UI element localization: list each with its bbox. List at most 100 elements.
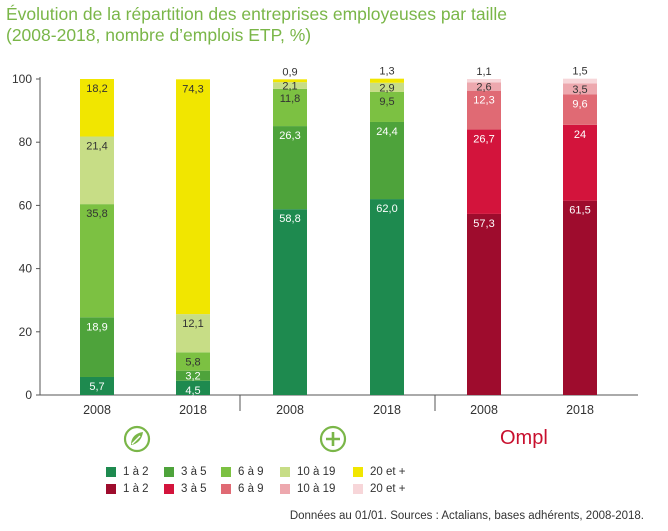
legend-item-red: 3 à 5	[164, 483, 207, 495]
data-label: 9,6	[572, 98, 587, 110]
bar-segment	[273, 79, 307, 83]
legend-item-red: 1 à 2	[106, 483, 149, 495]
bar-segment	[176, 370, 210, 381]
data-label: 3,5	[572, 84, 587, 96]
y-tick-label: 20	[19, 325, 33, 339]
legend-label: 10 à 19	[297, 466, 336, 478]
bar-segment	[467, 90, 501, 130]
chart-title: Évolution de la répartition des entrepri…	[6, 4, 656, 46]
data-label: 18,2	[86, 83, 107, 95]
y-tick-label: 60	[19, 198, 33, 212]
y-tick-label: 40	[19, 262, 33, 276]
data-label: 62,0	[376, 203, 397, 215]
legend-item-green: 6 à 9	[221, 466, 264, 478]
legend-label: 6 à 9	[238, 483, 264, 495]
bar-segment	[80, 317, 114, 377]
legend-label: 6 à 9	[238, 466, 264, 478]
legend-item-green: 10 à 19	[280, 466, 335, 478]
ompl-logo: Ompl	[500, 427, 548, 449]
data-label: 3,2	[185, 371, 200, 383]
legend-label: 3 à 5	[181, 483, 207, 495]
legend-item-green: 1 à 2	[106, 466, 149, 478]
bar-segment	[563, 200, 597, 395]
legend-swatch	[221, 467, 231, 477]
bar-segment	[370, 91, 404, 122]
legend-label: 1 à 2	[123, 483, 149, 495]
bar-segment	[370, 121, 404, 200]
legend-item-red: 10 à 19	[280, 483, 335, 495]
bar-segment	[563, 124, 597, 201]
data-label: 1,1	[476, 66, 491, 78]
legend-swatch	[164, 484, 174, 494]
data-label: 12,1	[182, 318, 203, 330]
data-label: 11,8	[280, 93, 301, 105]
legend-label: 3 à 5	[181, 466, 207, 478]
data-label: 1,3	[379, 66, 394, 78]
legend-item-red: 6 à 9	[221, 483, 264, 495]
bar-segment	[273, 209, 307, 395]
legend-label: 20 et +	[370, 483, 406, 495]
bar-segment	[563, 83, 597, 95]
data-label: 2,6	[476, 82, 491, 94]
data-label: 57,3	[473, 218, 494, 230]
legend-swatch	[221, 484, 231, 494]
bar-segment	[370, 82, 404, 92]
bar-segment	[80, 376, 114, 395]
legend-label: 10 à 19	[297, 483, 336, 495]
data-label: 0,9	[282, 66, 297, 78]
bar-segment	[273, 82, 307, 89]
data-label: 18,9	[86, 321, 107, 333]
data-label: 2,9	[379, 82, 394, 94]
legend-swatch	[353, 484, 363, 494]
bar-segment	[467, 129, 501, 214]
legend-item-green: 20 et +	[353, 466, 406, 478]
bar-segment	[273, 88, 307, 127]
data-label: 24	[574, 129, 586, 141]
data-label: 58,8	[279, 213, 300, 225]
data-label: 5,7	[89, 381, 104, 393]
data-label: 12,3	[473, 95, 494, 107]
data-label: 26,7	[473, 134, 494, 146]
legend-swatch	[106, 467, 116, 477]
data-label: 21,4	[86, 141, 107, 153]
bar-segment	[467, 82, 501, 91]
chart-title-line-2: (2008-2018, nombre d’emplois ETP, %)	[6, 25, 312, 45]
bar-segment	[80, 204, 114, 318]
x-tick-label: 2018	[179, 403, 207, 417]
source-note: Données au 01/01. Sources : Actalians, b…	[289, 510, 644, 522]
bar-segment	[80, 136, 114, 205]
y-tick-label: 80	[19, 135, 33, 149]
bar-segment	[563, 78, 597, 84]
legend-item-red: 20 et +	[353, 483, 406, 495]
y-tick-label: 0	[25, 388, 32, 402]
legend-swatch	[280, 484, 290, 494]
x-tick-label: 2018	[373, 403, 401, 417]
leaf-circle-icon	[123, 425, 151, 453]
bar-segment	[80, 79, 114, 137]
data-label: 5,8	[185, 356, 200, 368]
x-tick-label: 2008	[276, 403, 304, 417]
data-label: 4,5	[185, 385, 200, 397]
x-tick-label: 2008	[470, 403, 498, 417]
legend-swatch	[106, 484, 116, 494]
data-label: 74,3	[182, 83, 203, 95]
y-tick-label: 100	[12, 72, 32, 86]
data-label: 2,1	[282, 80, 297, 92]
ompl-logo-text: Ompl	[500, 427, 548, 449]
legend-swatch	[280, 467, 290, 477]
data-label: 9,5	[379, 96, 394, 108]
data-label: 61,5	[569, 205, 590, 217]
data-label: 35,8	[86, 208, 107, 220]
bar-segment	[176, 79, 210, 315]
data-label: 24,4	[376, 126, 397, 138]
bar-segment	[176, 380, 210, 395]
bar-segment	[176, 352, 210, 371]
chart-title-line-1: Évolution de la répartition des entrepri…	[6, 4, 507, 24]
bar-segment	[370, 78, 404, 83]
legend-swatch	[353, 467, 363, 477]
bar-segment	[467, 213, 501, 395]
legend-label: 20 et +	[370, 466, 406, 478]
bar-segment	[176, 314, 210, 353]
legend-swatch	[164, 467, 174, 477]
